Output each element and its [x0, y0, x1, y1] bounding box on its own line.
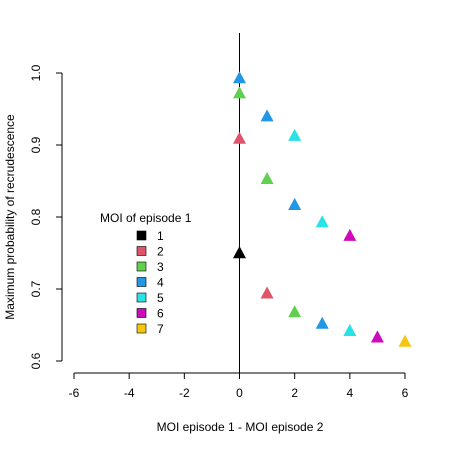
x-tick-label: -6 — [69, 386, 80, 400]
x-tick-label: 4 — [346, 386, 353, 400]
point-moi-5 — [343, 323, 357, 336]
y-tick-label: 0.7 — [29, 280, 43, 297]
point-moi-3 — [233, 86, 246, 99]
point-moi-4 — [315, 316, 329, 329]
legend-swatch — [136, 261, 147, 272]
y-tick-label: 0.6 — [29, 352, 43, 369]
x-tick-label: 0 — [236, 386, 243, 400]
legend-label: 5 — [157, 291, 164, 305]
point-moi-1 — [233, 246, 246, 259]
point-moi-3 — [288, 305, 302, 318]
legend-swatch — [136, 292, 147, 303]
point-moi-7 — [398, 334, 412, 347]
point-moi-4 — [288, 197, 302, 210]
legend-swatch — [136, 277, 147, 287]
x-axis-label: MOI episode 1 - MOI episode 2 — [157, 420, 324, 434]
legend-swatch — [136, 246, 147, 256]
point-moi-5 — [315, 215, 329, 228]
legend-label: 7 — [157, 322, 164, 336]
point-moi-4 — [260, 109, 274, 122]
y-axis-label: Maximum probability of recrudescence — [3, 114, 17, 320]
legend-label: 2 — [157, 245, 164, 259]
legend-swatch — [136, 230, 147, 241]
point-moi-4 — [233, 71, 246, 84]
legend-title: MOI of episode 1 — [100, 211, 192, 225]
legend-swatch — [136, 323, 147, 334]
point-moi-6 — [343, 228, 357, 241]
legend-label: 1 — [157, 229, 164, 243]
x-tick-label: 2 — [291, 386, 298, 400]
legend: MOI of episode 1 1 23 45 67 — [100, 211, 192, 336]
x-tick-label: 6 — [402, 386, 409, 400]
legend-swatch — [136, 308, 147, 318]
y-tick-label: 0.9 — [29, 136, 43, 153]
y-tick-label: 1.0 — [29, 64, 43, 81]
y-tick-label: 0.8 — [29, 208, 43, 225]
legend-label: 3 — [157, 260, 164, 274]
point-moi-2 — [233, 131, 246, 144]
axes: -6 -4 -2 0 2 4 6 0.6 0.7 0.8 0.9 1.0 — [29, 64, 409, 400]
x-tick-label: -4 — [124, 386, 135, 400]
data-points — [233, 71, 412, 347]
point-moi-2 — [260, 286, 274, 299]
legend-label: 6 — [157, 307, 164, 321]
point-moi-3 — [260, 172, 274, 185]
legend-label: 4 — [157, 276, 164, 290]
point-moi-6 — [370, 330, 384, 343]
x-tick-label: -2 — [179, 386, 190, 400]
point-moi-5 — [288, 128, 302, 141]
